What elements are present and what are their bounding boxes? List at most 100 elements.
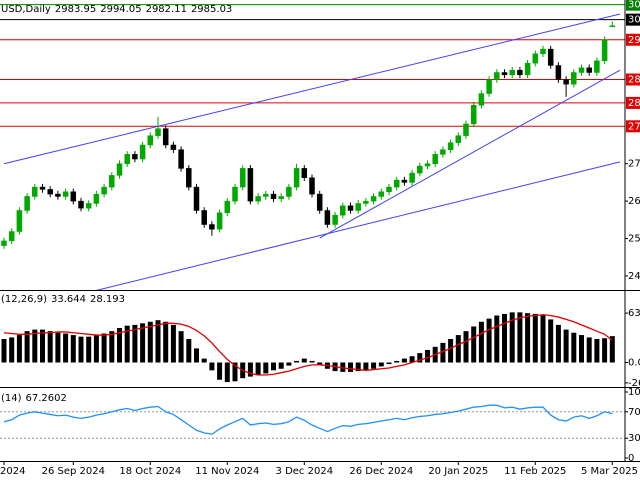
y-tick-label: 70 bbox=[628, 407, 640, 418]
y-tick-label: 0 bbox=[628, 453, 634, 464]
candle-body bbox=[170, 144, 177, 150]
histogram-bar bbox=[1, 339, 7, 363]
y-tick-label: 25 bbox=[628, 234, 640, 245]
candle-body bbox=[417, 165, 423, 174]
level-label: 29 bbox=[628, 35, 640, 46]
histogram-bar bbox=[86, 336, 92, 363]
y-tick-label: 24 bbox=[628, 271, 640, 282]
candle-body bbox=[563, 79, 569, 85]
histogram-bar bbox=[363, 362, 369, 371]
x-tick-label: 11 Nov 2024 bbox=[195, 466, 259, 477]
candle-body bbox=[1, 240, 7, 246]
level-label: 27 bbox=[628, 121, 640, 132]
candle-body bbox=[139, 144, 146, 160]
x-tick-label: 2024 bbox=[0, 466, 25, 477]
candle-body bbox=[301, 168, 308, 178]
candle-body bbox=[571, 72, 577, 85]
histogram-bar bbox=[101, 333, 107, 363]
histogram-bar bbox=[55, 332, 61, 363]
candle-body bbox=[463, 123, 469, 136]
candle-body bbox=[101, 186, 107, 195]
candle-body bbox=[278, 196, 284, 200]
candle-body bbox=[263, 193, 269, 197]
candle-body bbox=[186, 168, 192, 188]
candle-body bbox=[193, 186, 200, 211]
level-label: 28 bbox=[628, 75, 640, 86]
y-tick-label: 0.0 bbox=[628, 358, 640, 369]
y-tick-label: 27 bbox=[628, 159, 640, 170]
histogram-bar bbox=[209, 362, 215, 371]
level-label: 28 bbox=[628, 98, 640, 109]
y-tick-label: 30 bbox=[628, 433, 640, 444]
candle-body bbox=[147, 135, 154, 146]
histogram-bar bbox=[478, 321, 484, 363]
y-tick-label: 26 bbox=[628, 196, 640, 207]
histogram-bar bbox=[224, 362, 230, 383]
candle-body bbox=[201, 210, 207, 225]
candle-body bbox=[124, 154, 130, 164]
histogram-bar bbox=[602, 338, 608, 363]
histogram-bar bbox=[117, 328, 122, 363]
histogram-bar bbox=[124, 325, 130, 363]
candle-body bbox=[232, 186, 238, 202]
candle-body bbox=[239, 168, 246, 188]
header-value: USD,Daily bbox=[1, 4, 51, 15]
histogram-bar bbox=[32, 329, 38, 363]
x-tick-label: 3 Dec 2024 bbox=[276, 466, 334, 477]
histogram-bar bbox=[40, 329, 45, 363]
histogram-bar bbox=[563, 329, 569, 363]
candle-body bbox=[347, 205, 354, 211]
candle-body bbox=[85, 203, 92, 209]
candle-body bbox=[178, 149, 184, 169]
histogram-bar bbox=[93, 335, 99, 363]
histogram-bar bbox=[232, 362, 238, 382]
header-value: 67.2602 bbox=[26, 393, 67, 404]
rsi-line bbox=[3, 404, 613, 435]
histogram-bar bbox=[486, 318, 492, 363]
candle-body bbox=[378, 191, 385, 197]
histogram-bar bbox=[525, 313, 531, 363]
panel-header: (14) 67.2602 bbox=[1, 393, 67, 404]
histogram-bar bbox=[502, 313, 507, 363]
histogram-bar bbox=[340, 362, 346, 372]
histogram-bar bbox=[140, 323, 146, 363]
histogram-bar bbox=[471, 326, 477, 363]
candle-body bbox=[32, 186, 38, 197]
candle-body bbox=[594, 60, 600, 73]
macd-panel bbox=[1, 312, 615, 383]
trend-line bbox=[95, 161, 621, 290]
candle-body bbox=[216, 212, 223, 230]
candle-body bbox=[247, 168, 254, 202]
histogram-bar bbox=[294, 360, 300, 363]
candle-body bbox=[370, 196, 377, 202]
level-label-box bbox=[626, 33, 640, 46]
level-label: 30 bbox=[628, 0, 640, 11]
trend-line bbox=[3, 13, 621, 165]
histogram-bar bbox=[63, 333, 69, 363]
histogram-bar bbox=[24, 331, 30, 363]
histogram-bar bbox=[371, 362, 377, 369]
candle-body bbox=[486, 79, 492, 94]
histogram-bar bbox=[278, 362, 284, 369]
candle-body bbox=[162, 128, 169, 146]
candle-body bbox=[209, 224, 215, 230]
histogram-bar bbox=[109, 331, 115, 363]
candle-body bbox=[524, 62, 531, 76]
candle-body bbox=[470, 104, 477, 125]
histogram-bar bbox=[263, 362, 269, 374]
histogram-bar bbox=[78, 336, 84, 363]
histogram-bar bbox=[594, 339, 600, 363]
x-tick-label: 26 Sep 2024 bbox=[42, 466, 105, 477]
candle-body bbox=[286, 186, 292, 197]
histogram-bar bbox=[9, 337, 15, 363]
x-tick-label: 20 Jan 2025 bbox=[428, 466, 488, 477]
histogram-bar bbox=[579, 335, 584, 363]
price-panel bbox=[0, 4, 625, 290]
x-tick-label: 26 Dec 2024 bbox=[349, 466, 413, 477]
candle-body bbox=[555, 65, 562, 80]
candle-body bbox=[8, 231, 15, 242]
histogram-bar bbox=[155, 320, 161, 363]
candle-body bbox=[316, 193, 323, 211]
candle-body bbox=[609, 25, 616, 27]
histogram-bar bbox=[386, 362, 392, 365]
